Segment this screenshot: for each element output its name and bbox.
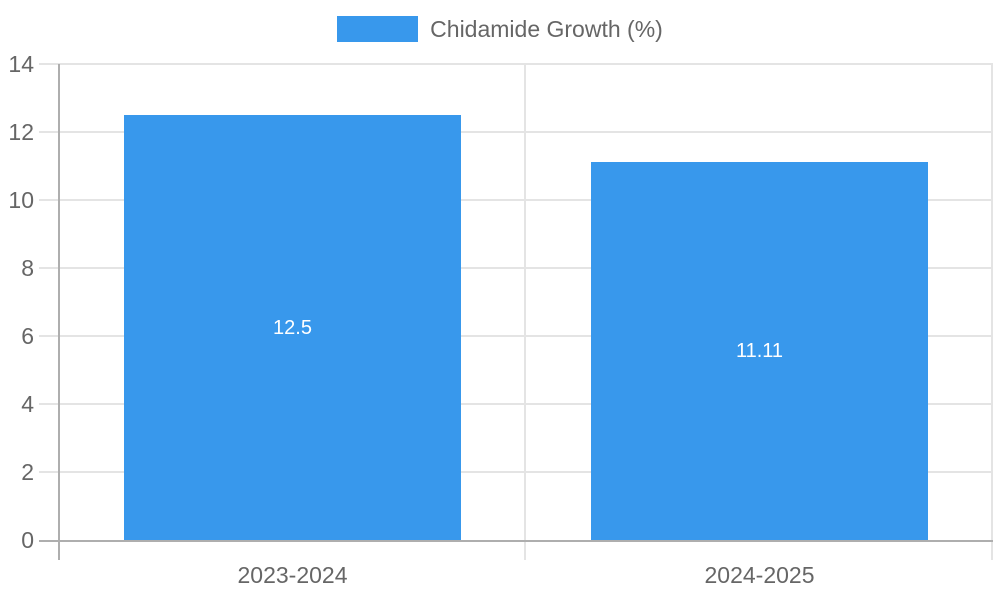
legend-swatch [337, 16, 419, 42]
y-gridline [39, 199, 993, 201]
x-axis-tick-label: 2024-2025 [704, 562, 815, 588]
y-axis-tick-label: 2 [21, 459, 34, 485]
y-axis-tick-label: 10 [8, 187, 34, 213]
y-axis-tick-label: 12 [8, 119, 34, 145]
y-axis-tick-label: 4 [21, 391, 34, 417]
chart-legend: Chidamide Growth (%) [0, 16, 1000, 42]
x-axis-line [39, 540, 993, 542]
y-gridline [39, 471, 993, 473]
bar-value-label: 11.11 [735, 340, 784, 363]
bar-2023-2024[interactable]: 12.5 [124, 115, 461, 540]
y-axis-tick-label: 14 [8, 51, 34, 77]
y-gridline [39, 63, 993, 65]
y-gridline [39, 403, 993, 405]
y-gridline [39, 267, 993, 269]
y-axis-tick-label: 8 [21, 255, 34, 281]
y-axis-tick-label: 6 [21, 323, 34, 349]
bar-2024-2025[interactable]: 11.11 [591, 162, 928, 540]
y-axis-line [58, 64, 60, 560]
plot-area: 0 2 4 6 8 10 12 14 12.5 11.11 2023-2024 2024-2025 [8, 51, 993, 588]
legend-label: Chidamide Growth (%) [430, 16, 663, 42]
x-gridline [991, 64, 993, 560]
legend-item-chidamide-growth[interactable]: Chidamide Growth (%) [337, 16, 663, 42]
x-axis-tick-label: 2023-2024 [237, 562, 348, 588]
y-gridline [39, 335, 993, 337]
y-gridline [39, 131, 993, 133]
bar-value-label: 12.5 [273, 316, 312, 339]
y-axis-tick-label: 0 [21, 527, 34, 553]
x-gridline [524, 64, 526, 560]
